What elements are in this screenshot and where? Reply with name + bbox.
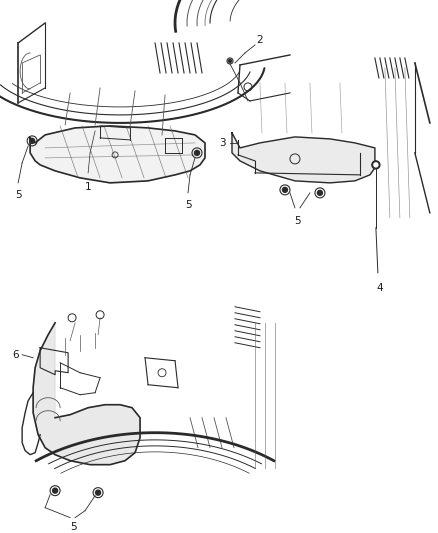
Circle shape: [318, 190, 322, 196]
Circle shape: [374, 163, 378, 167]
Text: 5: 5: [15, 190, 21, 200]
Text: 5: 5: [185, 200, 191, 210]
Text: 2: 2: [257, 35, 263, 45]
Circle shape: [372, 161, 380, 169]
Polygon shape: [33, 323, 140, 465]
Text: 4: 4: [377, 283, 383, 293]
Polygon shape: [232, 133, 375, 183]
Polygon shape: [30, 126, 205, 183]
Circle shape: [53, 488, 58, 493]
Text: 6: 6: [12, 350, 18, 360]
Circle shape: [194, 150, 200, 156]
Circle shape: [283, 188, 287, 192]
Text: 5: 5: [70, 522, 76, 531]
Circle shape: [95, 490, 101, 495]
Circle shape: [229, 60, 232, 62]
Text: 1: 1: [85, 182, 92, 192]
Circle shape: [30, 139, 35, 143]
Text: 5: 5: [295, 216, 301, 226]
Text: 3: 3: [219, 138, 225, 148]
